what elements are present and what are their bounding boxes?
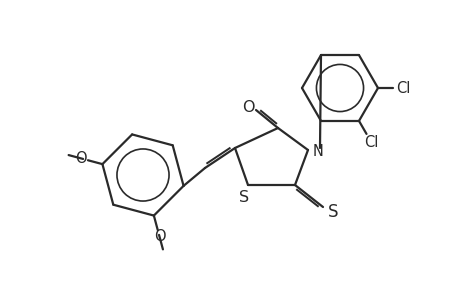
Text: O: O [153,229,165,244]
Text: S: S [238,190,248,206]
Text: O: O [241,100,254,115]
Text: Cl: Cl [364,135,378,150]
Text: O: O [75,151,87,166]
Text: Cl: Cl [395,80,409,95]
Text: N: N [312,145,323,160]
Text: S: S [327,203,337,221]
